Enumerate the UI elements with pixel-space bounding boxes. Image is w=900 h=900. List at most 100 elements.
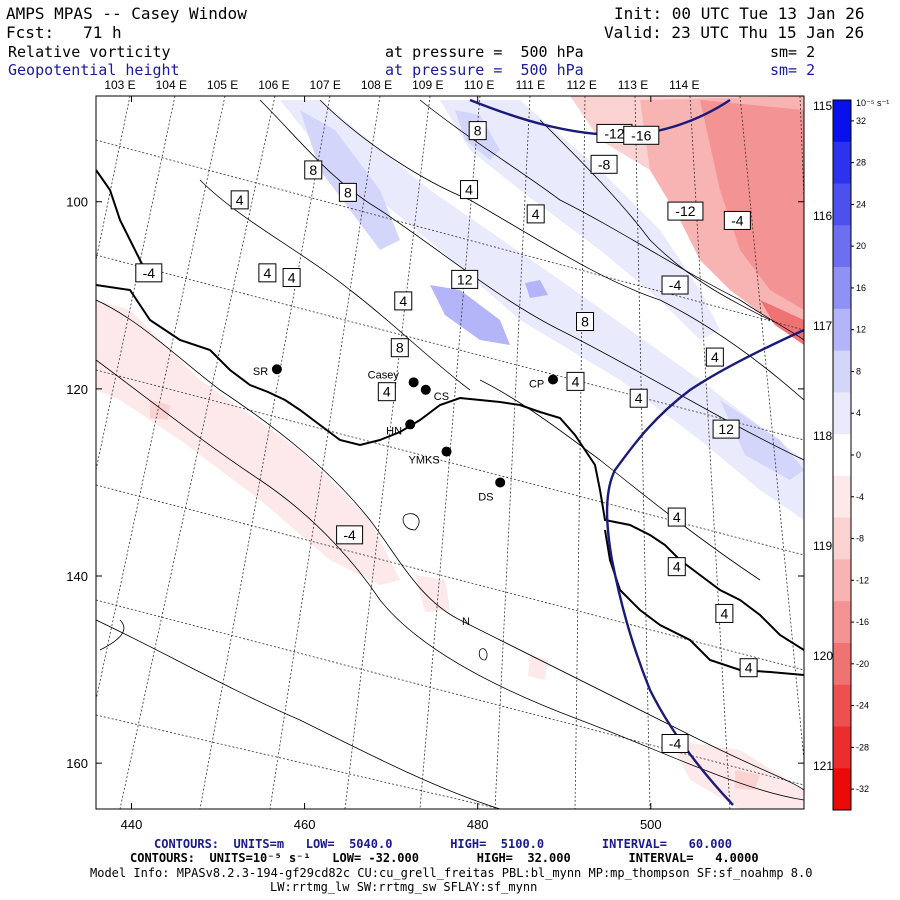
y-tick-label: 140 xyxy=(66,569,88,584)
contour-label-box xyxy=(258,263,277,283)
contour-label: 4 xyxy=(572,373,580,389)
contour-label: 4 xyxy=(673,559,681,575)
y-tick-label: 100 xyxy=(66,195,88,210)
station-label-sr: SR xyxy=(253,366,268,378)
colorbar-swatch xyxy=(833,517,851,560)
contour-label-box xyxy=(338,182,357,202)
vorticity-contour-info: CONTOURS: UNITS=10⁻⁵ s⁻¹ LOW= -32.000 HI… xyxy=(130,851,759,865)
field1-smoothing: sm= 2 xyxy=(770,43,816,61)
contour-label-box xyxy=(723,210,751,230)
contour-label: 8 xyxy=(344,184,352,200)
contour-label: 8 xyxy=(396,340,404,356)
station-dot-cp xyxy=(547,374,558,385)
colorbar-swatch xyxy=(833,100,851,143)
top-lon-label: 111 E xyxy=(516,78,546,92)
app-title: AMPS MPAS -- Casey Window xyxy=(6,4,247,23)
contour-label: -16 xyxy=(631,127,651,143)
plot-axes: 100 120 140 160 440 460 480 500 xyxy=(66,96,804,832)
contour-label: 4 xyxy=(288,270,296,286)
colorbar-label: -32 xyxy=(856,784,869,794)
colorbar-label: 32 xyxy=(856,116,866,126)
contour-label: 12 xyxy=(457,271,473,287)
contour-label: 4 xyxy=(745,660,753,676)
x-tick-label: 460 xyxy=(294,817,316,832)
colorbar-label: 4 xyxy=(856,408,861,418)
contour-label-box xyxy=(390,338,409,358)
forecast-hour: Fcst: 71 h xyxy=(6,23,122,42)
contour-label: -4 xyxy=(143,265,156,281)
colorbar-label: 16 xyxy=(856,283,866,293)
contour-label-box xyxy=(304,160,323,180)
colorbar-unit: 10⁻⁵ s⁻¹ xyxy=(856,98,889,108)
colorbar-label: 20 xyxy=(856,241,866,251)
colorbar-label: -20 xyxy=(856,659,869,669)
height-contour-info: CONTOURS: UNITS=m LOW= 5040.0 HIGH= 5100… xyxy=(154,837,732,851)
colorbar-label: -28 xyxy=(856,742,869,752)
contour-label-box xyxy=(468,121,487,141)
colorbar-swatch xyxy=(833,559,851,602)
contour-label: 4 xyxy=(399,293,407,309)
contour-label: 12 xyxy=(718,421,734,437)
contour-label: -4 xyxy=(343,527,356,543)
station-label-ymks: YMKS xyxy=(409,455,440,467)
contour-label-box xyxy=(739,658,758,678)
contour-label-box xyxy=(282,268,301,288)
contour-label-box xyxy=(451,269,479,289)
contour-label-box xyxy=(377,382,396,402)
top-longitude-labels: 103 E 104 E 105 E 106 E 107 E 108 E 109 E 110 E… xyxy=(104,78,699,92)
contour-label-box xyxy=(576,312,595,332)
contour-label: 4 xyxy=(263,265,271,281)
contour-label-box xyxy=(667,201,704,221)
field2-level: at pressure = 500 hPa xyxy=(385,61,584,79)
contour-label-box xyxy=(135,263,163,283)
positive-vorticity-shading xyxy=(280,100,804,520)
colorbar-swatch xyxy=(833,392,851,435)
station-label-cs: CS xyxy=(434,391,449,403)
colorbar-label: 12 xyxy=(856,325,866,335)
contour-label-box xyxy=(566,371,585,391)
colorbar-swatch xyxy=(833,684,851,727)
colorbar-label: -4 xyxy=(856,492,864,502)
colorbar-swatch xyxy=(833,225,851,268)
contour-label: 4 xyxy=(532,206,540,222)
station-dot-hn xyxy=(405,419,416,430)
colorbar-swatch xyxy=(833,601,851,644)
top-lon-label: 105 E xyxy=(207,78,238,92)
top-lon-label: 110 E xyxy=(464,78,494,92)
contour-label-box xyxy=(590,154,618,174)
colorbar-swatch xyxy=(833,267,851,310)
contour-label-box xyxy=(661,734,689,754)
colorbar-label: 8 xyxy=(856,366,861,376)
map-plot-area: SR Casey CS CP HN YMKS DS -12 -16 -8 -12 -4 -4 8 8 8 4 4… xyxy=(96,96,804,809)
contour-label-box xyxy=(629,388,648,408)
plot-frame xyxy=(95,95,805,810)
colorbar-label: 28 xyxy=(856,158,866,168)
x-tick-label: 440 xyxy=(121,817,143,832)
station-markers: SR Casey CS CP HN YMKS DS xyxy=(253,364,558,503)
station-dot-cs xyxy=(420,384,431,395)
colorbar-label: 0 xyxy=(856,450,861,460)
colorbar-swatch xyxy=(833,141,851,185)
colorbar-swatch xyxy=(833,475,851,519)
model-info-physics: LW:rrtmg_lw SW:rrtmg_sw SFLAY:sf_mynn xyxy=(270,880,538,894)
contour-label-box xyxy=(394,291,413,311)
contour-label-box xyxy=(230,190,249,210)
top-lon-label: 106 E xyxy=(258,78,289,92)
colorbar: 32 28 24 20 16 12 8 4 0 -4 -8 -12 -16 -20 -24 -28 -32 xyxy=(832,99,869,811)
contour-label: 8 xyxy=(474,123,482,139)
contour-label-box xyxy=(526,204,545,224)
top-lon-label: 114 E xyxy=(669,78,699,92)
contour-label: 8 xyxy=(309,162,317,178)
y-tick-label: 120 xyxy=(66,382,88,397)
contour-label-box xyxy=(715,603,734,623)
station-label-casey: Casey xyxy=(368,369,400,381)
contour-label-box xyxy=(712,419,740,439)
colorbar-swatch xyxy=(833,726,851,769)
contour-label: -4 xyxy=(731,212,744,228)
field2-smoothing: sm= 2 xyxy=(770,61,816,79)
station-dot-sr xyxy=(271,364,282,375)
top-lon-label: 108 E xyxy=(361,78,392,92)
contour-label: -12 xyxy=(675,203,695,219)
contour-label-box xyxy=(460,180,479,200)
